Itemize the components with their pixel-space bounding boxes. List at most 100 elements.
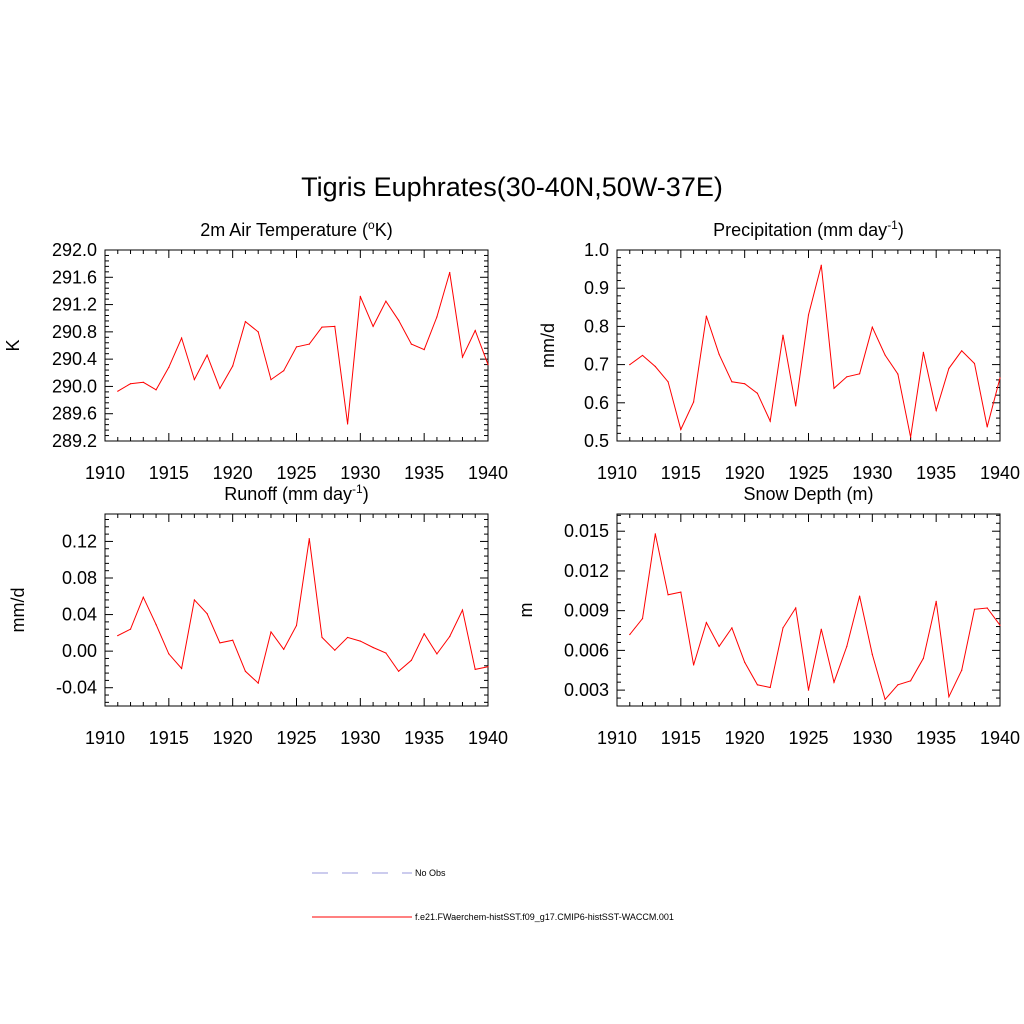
x-tick-label: 1910 [597,463,637,483]
panel-title-suffix: K) [375,220,393,240]
data-point [820,264,822,266]
data-point [910,680,912,682]
data-point [129,628,132,630]
data-point [449,635,451,638]
data-point [999,377,1001,379]
x-tick-label: 1910 [85,728,125,748]
data-point [372,325,374,327]
data-point [807,689,810,691]
chart-panel-1: 1910 1915 1920 1925 1930 1935 1940 289.2 289.6 29… [3,218,508,483]
data-point [833,387,835,389]
data-point [321,636,323,639]
data-point [667,381,669,383]
series-line [629,265,1001,438]
data-point [884,698,886,700]
y-axis-label: mm/d [538,323,558,368]
y-tick-label: 290.0 [52,376,97,396]
panel-title-suffix: ) [363,484,369,504]
data-point [257,331,259,333]
data-point [410,343,412,345]
legend: No Obs f.e21.FWaerchem-histSST.f09_g17.C… [312,868,674,922]
data-point [973,608,976,610]
data-point [129,383,132,385]
data-point [219,387,221,390]
data-point [807,314,810,316]
y-tick-label: 291.6 [52,267,97,287]
x-tick-label: 1915 [149,463,189,483]
y-tick-label: 0.6 [584,393,609,413]
data-point [385,652,387,654]
y-tick-label: 0.04 [62,605,97,625]
data-point [155,389,157,391]
data-point [423,348,425,351]
y-tick-label: 0.012 [564,561,609,581]
data-point [884,354,886,356]
data-point [410,659,412,661]
y-tick-label: 0.12 [62,531,97,551]
data-point [295,624,298,627]
x-tick-label: 1935 [404,463,444,483]
data-point [744,383,746,385]
x-tick-label: 1940 [980,463,1020,483]
y-tick-label: 291.2 [52,295,97,315]
data-point [474,329,476,332]
x-tick-label: 1940 [980,728,1020,748]
data-point [372,646,374,649]
data-point [897,373,899,375]
data-point [346,636,349,639]
x-tick-label: 1925 [276,728,316,748]
data-point [820,628,822,630]
data-point [795,405,797,407]
x-tick-label: 1920 [725,728,765,748]
x-tick-label: 1915 [149,728,189,748]
data-point [334,649,336,651]
data-point [308,343,310,345]
data-point [283,370,285,372]
data-point [257,682,259,684]
y-tick-label: 0.006 [564,640,609,660]
data-point [948,696,950,698]
data-point [321,326,323,328]
data-point [871,653,873,655]
legend-label-no-obs: No Obs [415,868,446,878]
data-point [961,350,963,352]
chart-panel-3: 1910 1915 1920 1925 1930 1935 1940 -0.04 0.00 0.0… [8,482,508,748]
data-point [769,420,771,422]
data-point [385,300,387,302]
data-point [654,533,656,535]
data-point [244,670,247,672]
data-point [270,631,272,633]
data-point [641,354,644,357]
data-point [769,686,771,689]
data-point [436,653,438,655]
x-tick-label: 1930 [852,463,892,483]
y-tick-label: 0.003 [564,680,609,700]
x-tick-label: 1930 [340,463,380,483]
panel-title: Snow Depth (m) [743,484,873,504]
data-point [667,594,669,596]
x-tick-label: 1925 [276,463,316,483]
data-point [232,639,234,641]
data-point [168,366,170,368]
data-point [782,334,784,336]
panel-title-text: Precipitation (mm day [713,220,887,240]
data-point [744,661,746,663]
data-point [308,538,310,540]
data-point [935,409,937,412]
plot-frame [104,513,489,707]
y-tick-label: 0.7 [584,355,609,375]
data-point [283,648,285,650]
data-point [999,624,1001,626]
x-tick-label: 1920 [725,463,765,483]
y-tick-label: 0.08 [62,568,97,588]
y-tick-label: 289.6 [52,404,97,424]
y-axis-label: mm/d [8,588,28,633]
data-point [693,401,695,403]
data-point [346,423,349,425]
data-point [461,356,464,358]
y-tick-label: 290.4 [52,349,97,369]
data-point [181,337,183,339]
data-point [731,381,733,383]
y-tick-label: 0.015 [564,521,609,541]
plot-frame [104,249,489,442]
